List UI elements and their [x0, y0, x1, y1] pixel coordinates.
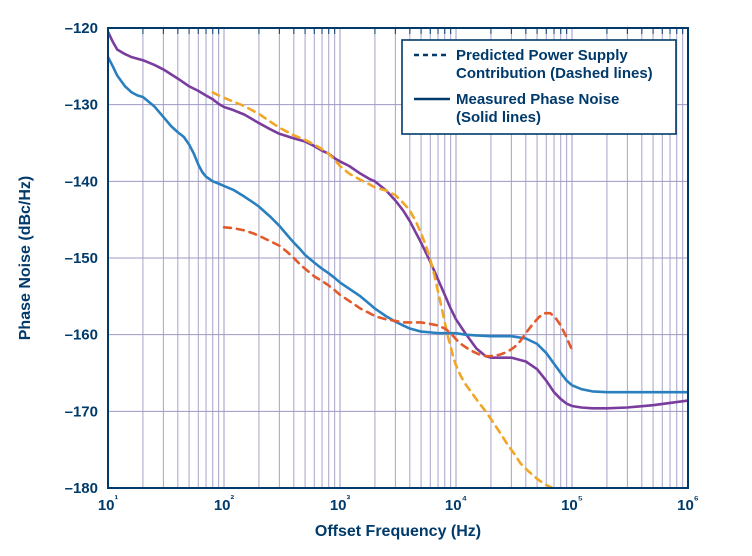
xtick-label: 10⁴: [445, 494, 467, 514]
xtick-label: 10³: [330, 494, 351, 514]
legend-label: Predicted Power Supply: [456, 47, 628, 64]
legend-label: (Solid lines): [456, 109, 541, 126]
series-predicted_upper: [213, 92, 554, 488]
ytick-label: –170: [65, 403, 98, 420]
ytick-label: –150: [65, 250, 98, 267]
xtick-label: 10⁶: [677, 494, 699, 514]
ytick-label: –130: [65, 97, 98, 114]
chart-svg: –180 –170 –160 –150 –140 –130 –120 10¹ 10² 10³ 10⁴…: [0, 0, 752, 556]
legend: Predicted Power SupplyContribution (Dash…: [402, 40, 676, 134]
legend-label: Contribution (Dashed lines): [456, 65, 653, 82]
xtick-label: 10¹: [98, 494, 119, 514]
xtick-label: 10⁵: [561, 494, 583, 514]
legend-label: Measured Phase Noise: [456, 91, 619, 108]
ytick-label: –160: [65, 327, 98, 344]
y-axis-label: Phase Noise (dBc/Hz): [17, 176, 34, 340]
xtick-label: 10²: [214, 494, 235, 514]
ytick-label: –180: [65, 480, 98, 497]
ytick-label: –120: [65, 20, 98, 37]
x-axis-label: Offset Frequency (Hz): [315, 523, 481, 540]
ytick-label: –140: [65, 173, 98, 190]
phase-noise-chart: –180 –170 –160 –150 –140 –130 –120 10¹ 10² 10³ 10⁴…: [0, 0, 752, 556]
